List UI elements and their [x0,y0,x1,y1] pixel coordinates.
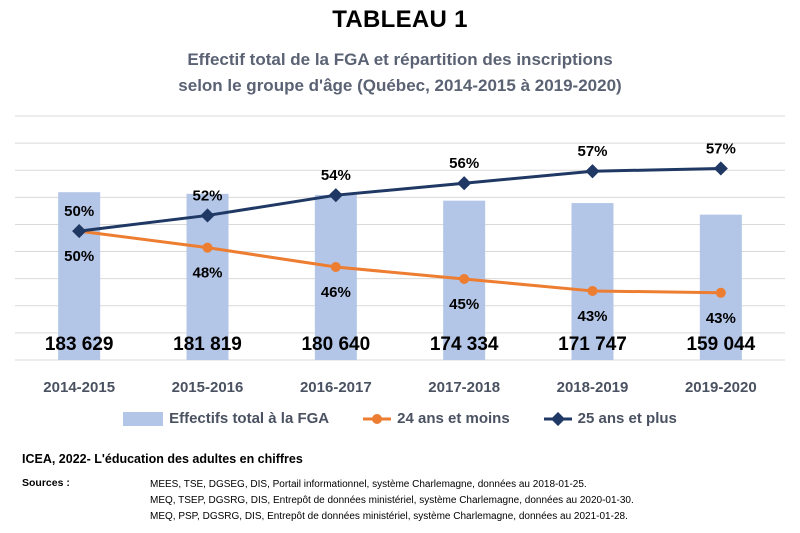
data-label-25-ans: 50% [64,203,94,220]
chart-subtitle-line1: Effectif total de la FGA et répartition … [187,50,613,69]
point-25-ans [713,161,728,176]
legend-label-24-ans: 24 ans et moins [397,410,510,427]
source-line-3: MEQ, PSP, DGSRG, DIS, Entrepôt de donnée… [150,511,628,522]
legend-label-25-ans: 25 ans et plus [577,410,677,427]
bar [58,192,101,360]
legend-label-effectifs: Effectifs total à la FGA [169,410,330,427]
chart-area: 50% 52% 54% 56% 57% 57% 50% 48% 46% 45% 43% 43% 183 … [15,115,785,396]
source-citation: ICEA, 2022- L'éducation des adultes en c… [22,452,303,466]
legend-item-25-ans: 25 ans et plus [543,410,677,427]
bar-value-label: 159 044 [686,334,755,355]
point-25-ans [585,164,600,179]
chart-legend: Effectifs total à la FGA 24 ans et moins… [0,410,800,427]
data-label-25-ans: 57% [577,143,607,160]
bar-value-label: 174 334 [430,334,499,355]
line-series-24-ans [78,229,721,295]
point-24-ans [330,262,341,273]
x-tick-label: 2018-2019 [557,379,629,396]
legend-swatch-bar [123,411,164,426]
sources-list: MEES, TSE, DGSEG, DIS, Portail informati… [150,477,634,525]
x-tick-label: 2016-2017 [300,379,372,396]
data-label-24-ans: 45% [449,296,479,313]
legend-item-24-ans: 24 ans et moins [363,410,510,427]
data-label-25-ans: 52% [192,187,222,204]
main-title: TABLEAU 1 [332,6,468,33]
legend-swatch-orange [363,413,392,424]
point-24-ans [202,242,213,253]
bar-value-label: 183 629 [45,334,114,355]
point-24-ans [715,287,726,298]
bar [571,203,614,360]
point-25-ans [457,176,472,191]
legend-swatch-navy [543,411,572,426]
data-label-25-ans: 57% [706,140,736,157]
data-label-24-ans: 50% [64,248,94,265]
point-24-ans [459,273,470,284]
source-line-2: MEQ, TSEP, DGSRG, DIS, Entrepôt de donné… [150,495,634,506]
x-tick-label: 2015-2016 [172,379,244,396]
data-label-25-ans: 56% [449,155,479,172]
source-line-1: MEES, TSE, DGSEG, DIS, Portail informati… [150,479,587,490]
point-25-ans [200,208,215,223]
data-label-25-ans: 54% [321,167,351,184]
sources-label: Sources : [22,477,70,489]
line-series-25-ans [78,166,721,233]
x-tick-label: 2014-2015 [43,379,115,396]
x-tick-label: 2017-2018 [428,379,500,396]
bar-value-label: 171 747 [558,334,627,355]
point-25-ans [328,188,343,203]
bar [314,194,357,360]
data-label-24-ans: 46% [321,284,351,301]
data-label-24-ans: 48% [192,265,222,282]
chart-subtitle-line2: selon le groupe d'âge (Québec, 2014-2015… [178,76,622,95]
bar-value-label: 180 640 [301,334,370,355]
point-24-ans [587,285,598,296]
data-label-24-ans: 43% [577,308,607,325]
bar-value-label: 181 819 [173,334,242,355]
bar [699,214,742,360]
legend-item-effectifs: Effectifs total à la FGA [123,410,329,427]
data-label-24-ans: 43% [706,310,736,327]
x-tick-label: 2019-2020 [685,379,757,396]
